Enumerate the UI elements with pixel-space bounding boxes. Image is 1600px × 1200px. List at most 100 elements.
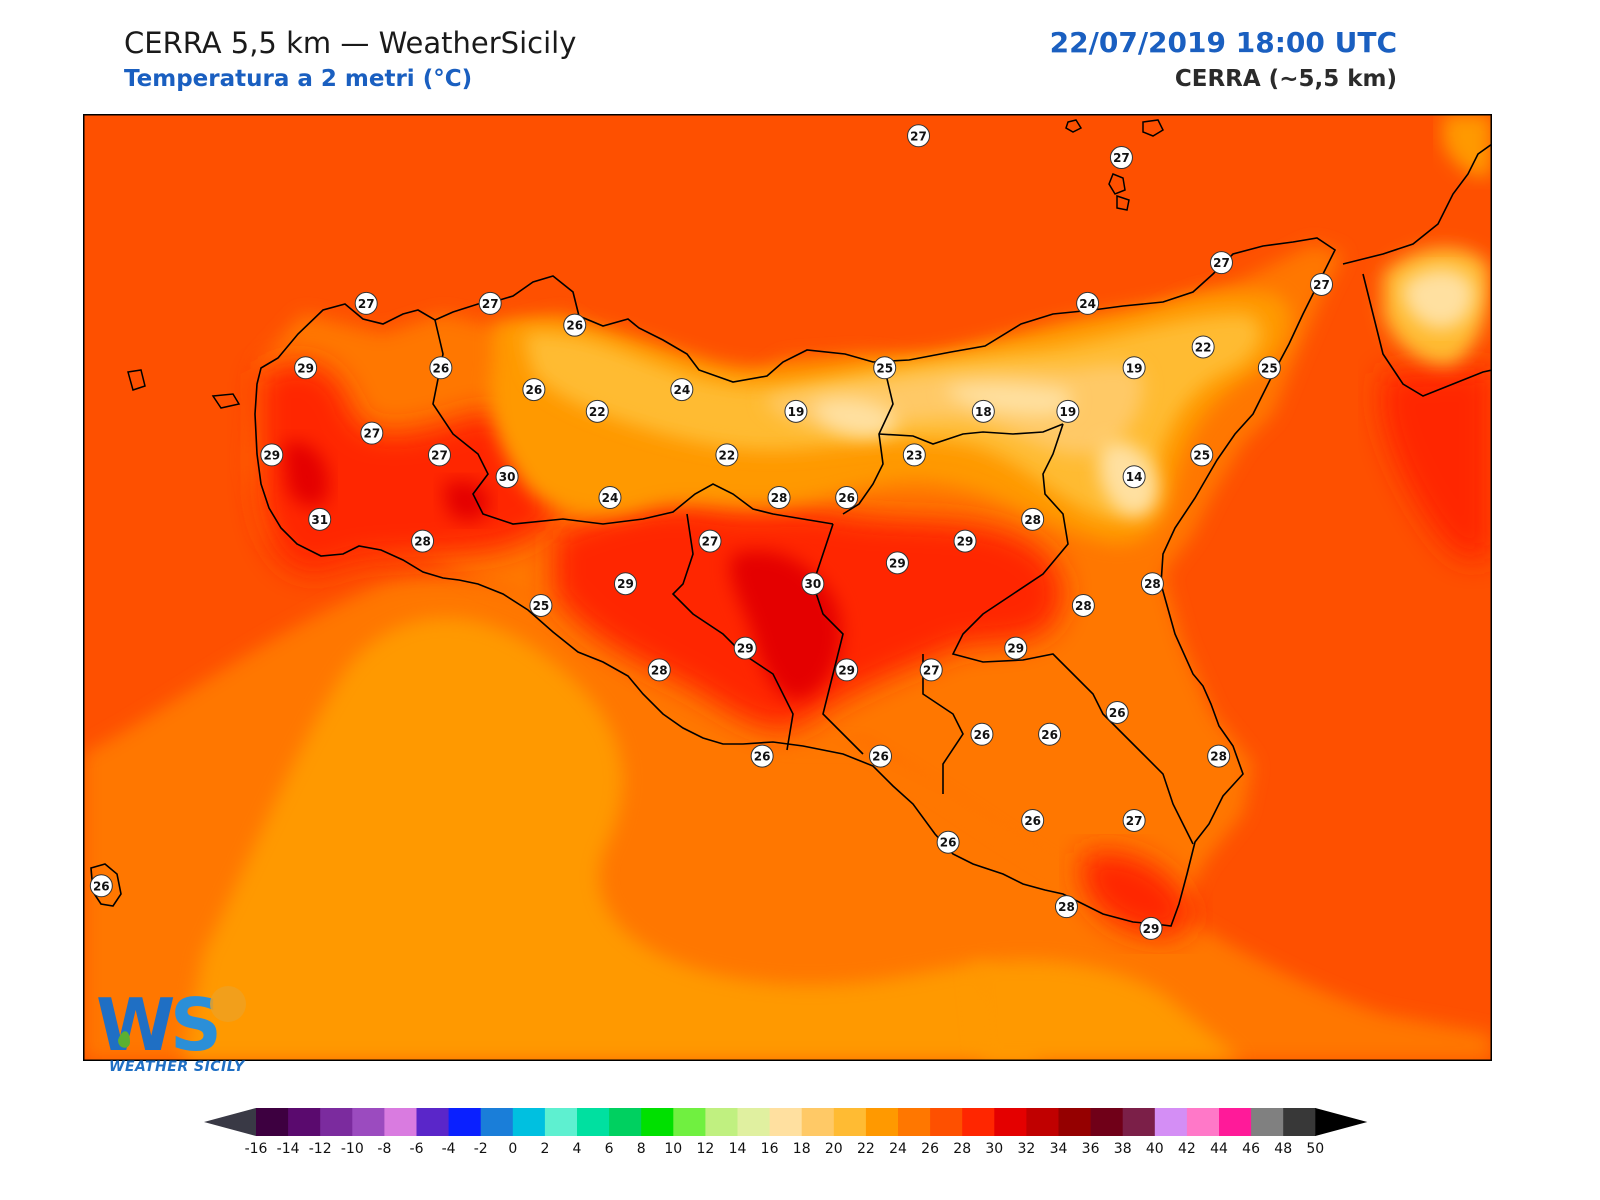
colorbar-segment: [480, 1108, 514, 1136]
station-circle: [1038, 722, 1062, 746]
station-marker: 25: [1190, 443, 1214, 467]
station-circle: [308, 507, 332, 531]
temperature-map: 27 27 27 27 26 27 27 24 29 26 26 24 25 19 22 25 22 19 18 19…: [83, 114, 1492, 1061]
station-circle: [919, 658, 943, 682]
station-marker: 25: [1257, 356, 1281, 380]
station-marker: 31: [308, 507, 332, 531]
station-circle: [902, 443, 926, 467]
station-value: 29: [838, 663, 855, 677]
colorbar-segment: [833, 1108, 867, 1136]
colorbar-tick-label: 38: [1114, 1141, 1132, 1157]
island-lipari: [1108, 173, 1130, 211]
station-value: 19: [1126, 361, 1143, 375]
station-marker: 27: [698, 529, 722, 553]
station-value: 26: [1024, 814, 1041, 828]
colorbar-segment: [865, 1108, 899, 1136]
field-24-calabria: [1443, 114, 1492, 177]
station-circle: [1257, 356, 1281, 380]
station-value: 19: [788, 405, 805, 419]
station-value: 26: [974, 728, 991, 742]
station-circle: [835, 658, 859, 682]
map-title: CERRA 5,5 km — WeatherSicily: [124, 26, 577, 60]
station-value: 29: [957, 535, 974, 549]
station-circle: [1054, 895, 1078, 919]
station-marker: 26: [936, 830, 960, 854]
station-marker: 29: [953, 529, 977, 553]
station-value: 25: [1193, 448, 1210, 462]
station-value: 26: [526, 383, 543, 397]
station-circle: [1105, 701, 1129, 725]
station-circle: [1122, 356, 1146, 380]
valid-datetime: 22/07/2019 18:00 UTC: [1049, 26, 1397, 59]
station-circle: [294, 356, 318, 380]
station-marker: 26: [970, 722, 994, 746]
field-28-west: [258, 361, 555, 573]
station-value: 25: [533, 599, 550, 613]
colorbar-segment: [384, 1108, 417, 1136]
station-circle: [585, 399, 609, 423]
station-circle: [835, 486, 859, 510]
station-marker: 19: [784, 399, 808, 423]
colorbar-tick-label: 40: [1146, 1141, 1164, 1157]
station-value: 27: [910, 129, 927, 143]
station-marker: 28: [1140, 572, 1164, 596]
station-marker: 28: [1021, 507, 1045, 531]
station-marker: 29: [835, 658, 859, 682]
station-value: 28: [1024, 513, 1041, 527]
colorbar-segment: [1122, 1108, 1156, 1136]
station-value: 25: [1261, 361, 1278, 375]
colorbar-tick-label: 48: [1274, 1141, 1292, 1157]
station-marker: 28: [1054, 895, 1078, 919]
colorbar-tick-label: 42: [1178, 1141, 1196, 1157]
colorbar-segment: [577, 1108, 610, 1136]
station-circle: [1209, 251, 1233, 275]
station-value: 28: [771, 491, 788, 505]
station-circle: [868, 744, 892, 768]
station-circle: [1122, 465, 1146, 489]
station-value: 29: [1143, 922, 1160, 936]
colorbar-segment: [1251, 1108, 1284, 1136]
colorbar-tick-label: 20: [825, 1141, 843, 1157]
station-marker: 24: [670, 378, 694, 402]
station-value: 29: [889, 556, 906, 570]
colorbar-segment: [1154, 1108, 1188, 1136]
station-circle: [1122, 808, 1146, 832]
colorbar-tick-label: 26: [921, 1141, 939, 1157]
colorbar-segment: [320, 1108, 353, 1136]
colorbar-segment: [1058, 1108, 1092, 1136]
station-marker: 26: [1038, 722, 1062, 746]
field-30-west: [283, 442, 329, 507]
station-marker: 25: [873, 356, 897, 380]
field-20-calabria: [1402, 269, 1474, 329]
station-value: 28: [1058, 900, 1075, 914]
colorbar-tick-label: -10: [341, 1141, 364, 1157]
station-circle: [784, 399, 808, 423]
station-marker: 30: [495, 465, 519, 489]
station-marker: 24: [598, 486, 622, 510]
station-value: 29: [263, 448, 280, 462]
svg-text:W: W: [96, 983, 174, 1067]
station-circle: [427, 443, 451, 467]
station-circle: [1071, 593, 1095, 617]
station-marker: 27: [427, 443, 451, 467]
station-value: 26: [1041, 728, 1058, 742]
station-marker: 26: [522, 378, 546, 402]
station-circle: [1109, 146, 1133, 170]
station-value: 30: [499, 470, 516, 484]
station-circle: [354, 291, 378, 315]
station-markers: 27 27 27 27 26 27 27 24 29 26 26 24 25 19 22 25 22 19 18 19…: [89, 124, 1334, 940]
station-circle: [885, 551, 909, 575]
station-marker: 29: [613, 572, 637, 596]
colorbar-segment: [544, 1108, 578, 1136]
station-marker: 19: [1056, 399, 1080, 423]
station-circle: [1191, 335, 1215, 359]
colorbar-tick-label: 4: [573, 1141, 582, 1157]
station-value: 26: [838, 491, 855, 505]
colorbar-tick-label: -8: [377, 1141, 391, 1157]
station-marker: 28: [411, 529, 435, 553]
station-marker: 23: [902, 443, 926, 467]
island-stromboli: [1065, 119, 1083, 133]
colorbar-tick-label: 32: [1017, 1141, 1035, 1157]
colorbar-segment: [673, 1108, 706, 1136]
station-circle: [970, 722, 994, 746]
